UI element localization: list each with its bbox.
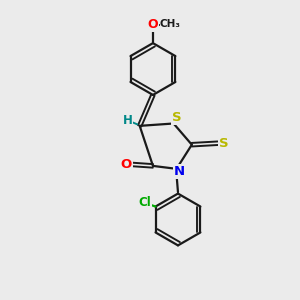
Text: S: S	[172, 110, 181, 124]
Text: S: S	[219, 137, 229, 150]
Text: H: H	[122, 114, 132, 127]
Text: Cl: Cl	[138, 196, 151, 209]
Text: CH₃: CH₃	[159, 19, 180, 29]
Text: N: N	[174, 165, 185, 178]
Text: O: O	[148, 18, 158, 32]
Text: O: O	[120, 158, 131, 171]
